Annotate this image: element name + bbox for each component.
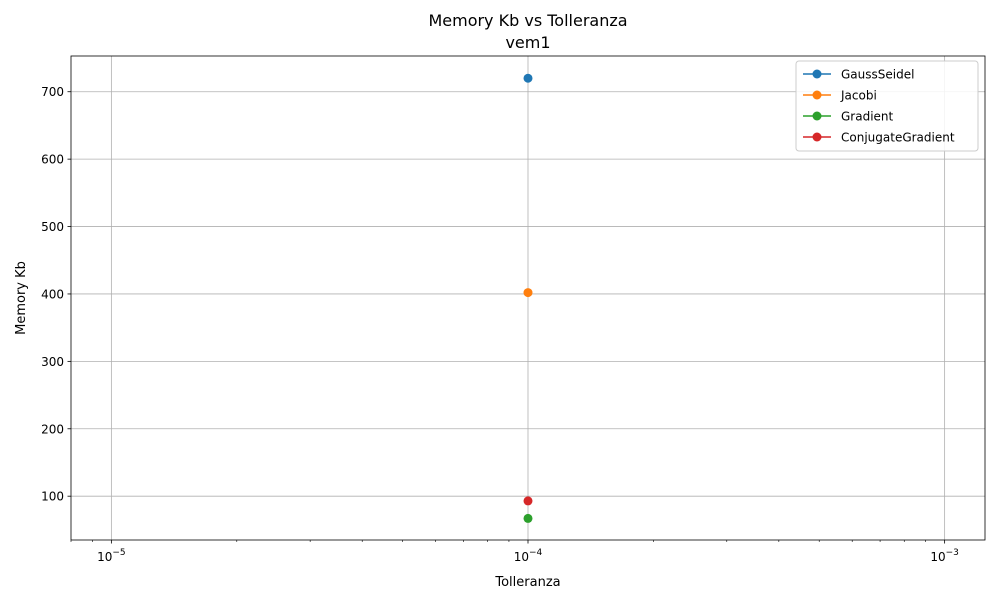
legend-marker: [812, 90, 822, 100]
legend-label: GaussSeidel: [841, 68, 914, 82]
y-tick-label: 500: [41, 220, 64, 234]
chart-title: Memory Kb vs Tolleranza: [428, 11, 627, 30]
legend: GaussSeidel Jacobi Gradient ConjugateGradie…: [795, 60, 979, 152]
y-tick-label: 200: [41, 422, 64, 436]
chart-subtitle: vem1: [505, 33, 550, 52]
y-tick-label: 400: [41, 287, 64, 301]
series: [523, 73, 533, 523]
x-tick-label: 10−5: [97, 548, 126, 564]
legend-label: ConjugateGradient: [841, 131, 955, 145]
x-tick-label: 10−3: [930, 548, 959, 564]
y-tick-label: 700: [41, 85, 64, 99]
legend-marker: [812, 132, 822, 142]
plot-frame: [70, 55, 986, 541]
data-point: [523, 513, 533, 523]
legend-label: Jacobi: [840, 89, 877, 103]
y-tick-label: 300: [41, 355, 64, 369]
y-tick-label: 600: [41, 153, 64, 167]
x-axis-label: Tolleranza: [494, 575, 560, 590]
data-point: [523, 73, 533, 83]
legend-box: [795, 60, 979, 152]
x-tick-label: 10−4: [514, 548, 543, 564]
y-tick-label: 100: [41, 490, 64, 504]
y-axis-label: Memory Kb: [14, 261, 29, 335]
legend-marker: [812, 111, 822, 121]
data-point: [523, 496, 533, 506]
data-point: [523, 288, 533, 298]
legend-label: Gradient: [841, 110, 894, 124]
legend-marker: [812, 69, 822, 79]
